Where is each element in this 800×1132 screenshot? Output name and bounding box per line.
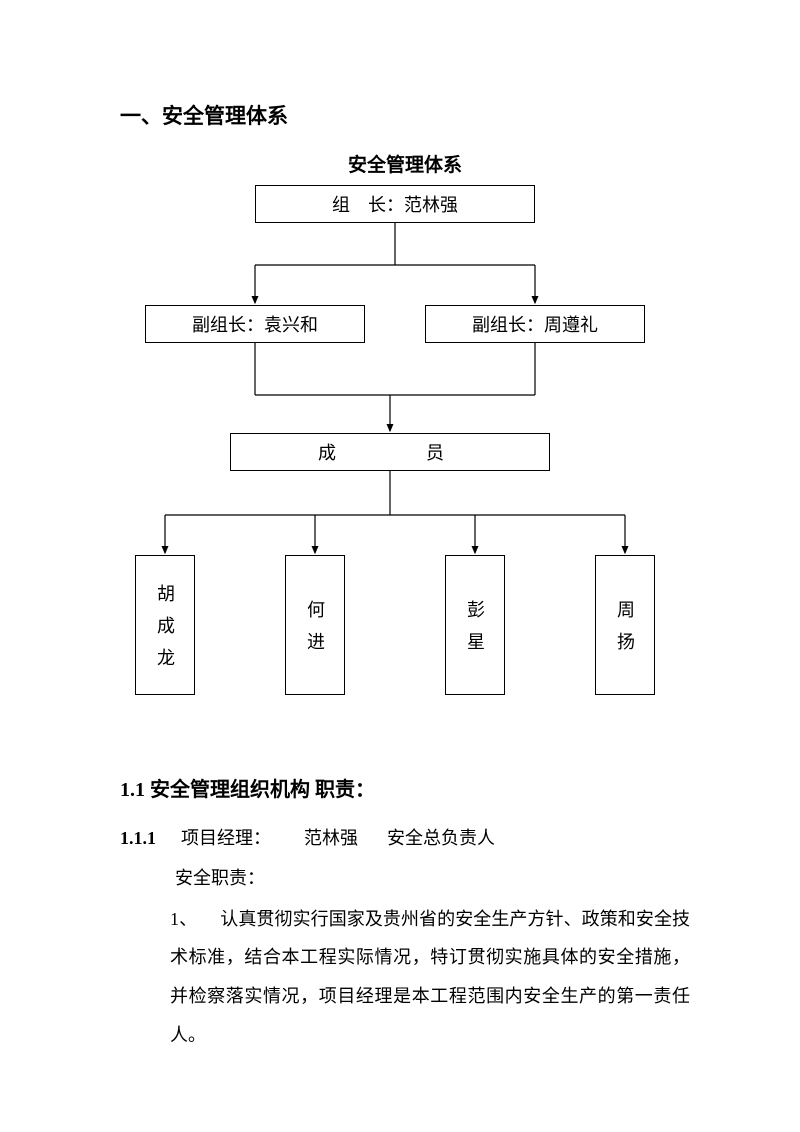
- node-members: 成 员: [230, 433, 550, 471]
- node-member-2: 何进: [285, 555, 345, 695]
- item-role: 安全总负责人: [387, 828, 495, 848]
- chart-title: 安全管理体系: [120, 150, 690, 177]
- duty-number: 1、: [170, 909, 197, 929]
- node-member-4: 周扬: [595, 555, 655, 695]
- duties-label: 安全职责：: [120, 860, 690, 898]
- item-label: 项目经理：: [181, 828, 271, 848]
- node-member-1: 胡成龙: [135, 555, 195, 695]
- section-heading: 一、安全管理体系: [120, 100, 690, 130]
- org-flowchart: 组 长：范林强 副组长：袁兴和 副组长：周遵礼 成 员 胡成龙 何进 彭星 周扬: [125, 185, 685, 745]
- subsection-heading: 1.1 安全管理组织机构 职责：: [120, 773, 690, 802]
- node-member-3: 彭星: [445, 555, 505, 695]
- item-number: 1.1.1: [120, 828, 156, 848]
- item-line: 1.1.1 项目经理： 范林强 安全总负责人: [120, 820, 690, 858]
- node-leader: 组 长：范林强: [255, 185, 535, 223]
- duty-text: 认真贯彻实行国家及贵州省的安全生产方针、政策和安全技术标准，结合本工程实际情况，…: [170, 909, 690, 1045]
- duty-paragraph: 1、 认真贯彻实行国家及贵州省的安全生产方针、政策和安全技术标准，结合本工程实际…: [120, 900, 690, 1055]
- node-deputy-2: 副组长：周遵礼: [425, 305, 645, 343]
- node-deputy-1: 副组长：袁兴和: [145, 305, 365, 343]
- item-person: 范林强: [304, 828, 358, 848]
